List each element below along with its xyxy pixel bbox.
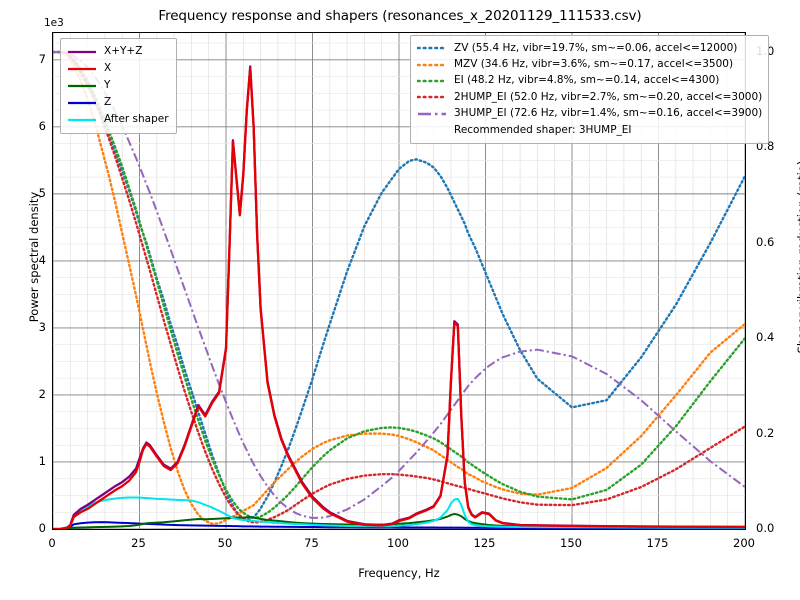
legend-item-x-y-z[interactable]: X+Y+Z xyxy=(67,43,170,60)
legend-item-label: Y xyxy=(104,78,111,91)
y-tick-right: 0.6 xyxy=(756,234,775,249)
recommended-shaper-text: Recommended shaper: 3HUMP_EI xyxy=(454,123,632,136)
psd-curve-y xyxy=(53,512,745,529)
legend-item-label: MZV (34.6 Hz, vibr=3.6%, sm~=0.17, accel… xyxy=(454,58,734,71)
legend-item-mzv[interactable]: MZV (34.6 Hz, vibr=3.6%, sm~=0.17, accel… xyxy=(417,56,762,72)
y-tick-left: 5 xyxy=(38,185,46,200)
y-tick-left: 3 xyxy=(38,319,46,334)
y-axis-exponent-label: 1e3 xyxy=(44,17,64,29)
y-tick-left: 0 xyxy=(38,521,46,535)
legend-item-label: EI (48.2 Hz, vibr=4.8%, sm~=0.14, accel<… xyxy=(454,74,720,87)
legend-item-3hump-ei[interactable]: 3HUMP_EI (72.6 Hz, vibr=1.4%, sm~=0.16, … xyxy=(417,106,762,122)
y-tick-left: 1 xyxy=(38,453,46,468)
legend-line-swatch xyxy=(417,42,447,54)
y-tick-right: 0.2 xyxy=(756,425,775,440)
legend-line-swatch xyxy=(67,97,97,109)
legend-item-after-shaper[interactable]: After shaper xyxy=(67,111,170,128)
legend-line-swatch xyxy=(417,108,447,120)
psd-curve-after-shaper xyxy=(53,496,745,529)
legend-line-swatch xyxy=(67,63,97,75)
x-tick: 0 xyxy=(48,536,56,550)
y-tick-left: 2 xyxy=(38,386,46,401)
y-tick-left: 4 xyxy=(38,252,46,267)
x-tick: 150 xyxy=(560,536,582,550)
psd-curve-x xyxy=(53,66,745,529)
legend-line-swatch xyxy=(67,114,97,126)
legend-item-label: 3HUMP_EI (72.6 Hz, vibr=1.4%, sm~=0.16, … xyxy=(454,107,763,120)
x-tick: 125 xyxy=(473,536,496,550)
legend-item-label: X xyxy=(104,61,112,74)
shaper-curve-3hump_ei xyxy=(53,51,745,520)
legend-item-2hump-ei[interactable]: 2HUMP_EI (52.0 Hz, vibr=2.7%, sm~=0.20, … xyxy=(417,89,762,105)
legend-item-y[interactable]: Y xyxy=(67,77,170,94)
y-tick-right: 0.0 xyxy=(756,521,775,535)
legend-line-swatch xyxy=(417,59,447,71)
legend-signals: X+Y+Z X Y Z After shaper xyxy=(60,38,177,134)
legend-item-label: Z xyxy=(104,95,112,108)
page-title: Frequency response and shapers (resonanc… xyxy=(158,8,642,24)
x-tick: 50 xyxy=(217,536,233,550)
psd-curve-z xyxy=(53,521,745,529)
legend-item-ei[interactable]: EI (48.2 Hz, vibr=4.8%, sm~=0.14, accel<… xyxy=(417,73,762,89)
legend-item-label: After shaper xyxy=(104,113,169,126)
legend-item-label: ZV (55.4 Hz, vibr=19.7%, sm~=0.06, accel… xyxy=(454,41,738,54)
y-tick-left: 6 xyxy=(38,118,46,133)
x-tick: 200 xyxy=(733,536,755,550)
x-axis-label: Frequency, Hz xyxy=(358,566,440,580)
y-tick-right: 0.4 xyxy=(756,330,775,345)
x-tick: 25 xyxy=(131,536,146,550)
legend-line-swatch xyxy=(417,75,447,87)
legend-line-swatch xyxy=(67,80,97,92)
legend-item-label: 2HUMP_EI (52.0 Hz, vibr=2.7%, sm~=0.20, … xyxy=(454,90,763,103)
shaper-curve-mzv xyxy=(53,50,745,525)
legend-shapers: ZV (55.4 Hz, vibr=19.7%, sm~=0.06, accel… xyxy=(410,35,770,144)
x-tick: 75 xyxy=(304,536,319,550)
x-tick: 100 xyxy=(387,536,409,550)
y-tick-left: 7 xyxy=(38,51,46,66)
legend-line-swatch xyxy=(417,91,447,103)
legend-item-label: X+Y+Z xyxy=(104,44,143,57)
legend-item-x[interactable]: X xyxy=(67,60,170,77)
shaper-curve-ei xyxy=(53,50,745,519)
legend-item-zv[interactable]: ZV (55.4 Hz, vibr=19.7%, sm~=0.06, accel… xyxy=(417,40,762,56)
legend-line-swatch xyxy=(67,46,97,58)
x-tick: 175 xyxy=(646,536,669,550)
y-axis-right-label: Shaper vibration reduction (ratio) xyxy=(795,160,800,354)
legend-item-z[interactable]: Z xyxy=(67,94,170,111)
